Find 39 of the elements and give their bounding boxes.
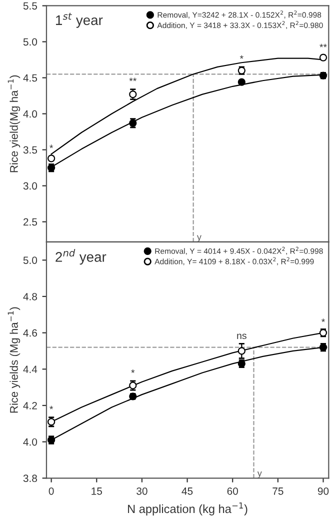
- x-tick-label: 60: [227, 487, 238, 495]
- x-tick-label: 45: [182, 488, 193, 495]
- y-axis-title: Rice yields (Mg ha$^{−1}$): [8, 307, 20, 413]
- point: [238, 347, 246, 355]
- annotation: ns: [237, 334, 246, 340]
- x-tick-label: 75: [272, 488, 284, 495]
- annotation: *: [50, 144, 54, 148]
- annotation: *: [131, 370, 135, 373]
- y-tick-label: 3.8: [23, 474, 37, 482]
- y-tick-label: 3.5: [23, 146, 38, 154]
- annotation: *: [240, 55, 244, 59]
- text: 2$^{nd}$ year: [56, 249, 106, 265]
- y-tick-label: 4.4: [23, 366, 38, 373]
- x-axis-title: N application (kg ha$^{−1}$): [128, 502, 248, 516]
- annotation: **: [320, 44, 327, 48]
- y-tick-label: 4.8: [23, 292, 37, 300]
- y-tick-label: 4.5: [23, 74, 38, 82]
- annotation: **: [129, 78, 137, 82]
- y-tick-label: 4.6: [23, 329, 37, 337]
- text: 1$^{st}$ year: [56, 12, 103, 28]
- y-tick-label: 5.0: [23, 256, 38, 264]
- x-tick-label: 90: [318, 487, 329, 495]
- point: [238, 78, 246, 86]
- y-tick-label: 4.0: [23, 438, 38, 446]
- y-tick-label: 3.0: [23, 182, 38, 190]
- y-axis-title: Rice yield(Mg ha$^{−1}$): [8, 75, 20, 172]
- x-tick-label: 30: [136, 487, 148, 495]
- ref-line-label: y: [257, 472, 262, 478]
- y-tick-label: 5.5: [23, 2, 38, 10]
- annotation: *: [322, 318, 325, 322]
- point: [129, 90, 137, 98]
- y-tick-label: 4.0: [23, 110, 38, 118]
- y-tick-label: 5.0: [23, 38, 38, 46]
- x-tick-label: 0: [48, 487, 54, 495]
- x-tick-label: 15: [92, 488, 102, 495]
- y-tick-label: 4.2: [23, 402, 37, 410]
- annotation: *: [50, 406, 54, 410]
- point: [48, 154, 56, 162]
- y-tick-label: 2.5: [23, 218, 38, 226]
